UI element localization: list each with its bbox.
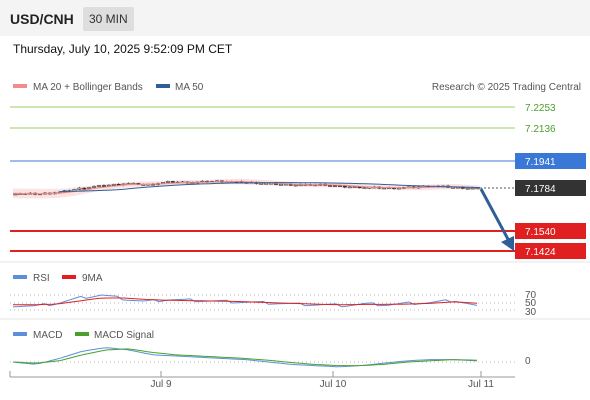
pair-title: USD/CNH (10, 11, 74, 27)
legend-rsi-label: RSI (33, 273, 50, 284)
current-price-line: 7.1784 (480, 180, 586, 196)
candle-body (82, 187, 87, 190)
candle-body (347, 186, 352, 189)
support-label-1: 7.1540 (525, 227, 556, 238)
interval-button[interactable]: 30 MIN (83, 7, 134, 31)
support-tag-1 (515, 223, 586, 239)
rsi-line (12, 294, 478, 308)
legend-swatch-ma50 (156, 84, 170, 88)
candle-body (13, 193, 18, 196)
ma50-line (59, 182, 481, 193)
legend-swatch-rsi (13, 275, 27, 279)
candle-body (328, 185, 333, 187)
candle-body (259, 183, 264, 185)
macd-line (12, 347, 478, 368)
pivot-tag (515, 153, 586, 169)
rsi-tick-70: 70 (525, 290, 537, 301)
rsi-tick-50: 50 (525, 298, 537, 309)
legend-ma20: MA 20 + Bollinger Bands (33, 82, 143, 93)
legend-swatch-ma20 (13, 84, 27, 88)
candle-body (470, 187, 475, 190)
candle-body (111, 183, 116, 186)
candle-body (332, 185, 338, 187)
candle-body (92, 186, 97, 188)
pivot-line: 7.1941 (10, 153, 586, 169)
legend-swatch-macd (13, 332, 27, 336)
legend-macd-label: MACD (33, 330, 62, 341)
legend-rsi: RSI 9MA (13, 273, 103, 284)
candle-body (87, 187, 92, 189)
support-label-2: 7.1424 (525, 247, 556, 258)
candle-body (293, 184, 298, 187)
candle-body (190, 182, 195, 185)
forecast-arrow (479, 188, 514, 251)
candle-body (465, 187, 470, 190)
rsi-tick-30: 30 (525, 307, 537, 318)
candle-body (264, 182, 269, 185)
resistance-label-2: 7.2136 (525, 124, 556, 135)
candle-body (362, 187, 367, 189)
resistance-line-1: 7.2253 (10, 103, 556, 114)
support-tag-2 (515, 243, 586, 259)
support-line-1: 7.1540 (10, 223, 586, 239)
candle-body (165, 181, 170, 183)
legend-ma50: MA 50 (175, 82, 204, 93)
macd-signal-line (12, 348, 478, 367)
legend-macd: MACD MACD Signal (13, 330, 154, 341)
legend-swatch-macd-signal (75, 332, 89, 336)
resistance-line-2: 7.2136 (10, 124, 556, 135)
legend-main: MA 20 + Bollinger Bands MA 50 Research ©… (13, 82, 581, 93)
current-price-label: 7.1784 (525, 184, 556, 195)
candle-body (278, 184, 283, 186)
support-line-2: 7.1424 (10, 243, 586, 259)
candle-body (352, 186, 357, 188)
rsi-ma-line (13, 297, 478, 306)
x-tick-label: Jul 9 (150, 379, 172, 390)
pivot-label: 7.1941 (525, 157, 556, 168)
legend-swatch-rsi-ma (62, 275, 76, 279)
macd-tick-0: 0 (525, 356, 531, 367)
legend-rsi-ma-label: 9MA (82, 273, 103, 284)
resistance-label-1: 7.2253 (525, 103, 556, 114)
ma20-line (12, 181, 481, 195)
candle-body (97, 185, 102, 187)
candle-body (72, 189, 77, 192)
chart-datetime: Thursday, July 10, 2025 9:52:09 PM CET (13, 42, 233, 56)
candle-body (77, 187, 82, 190)
x-axis: Jul 9 Jul 10 Jul 11 (9, 371, 494, 390)
credit-text: Research © 2025 Trading Central (432, 82, 581, 93)
x-tick-label: Jul 11 (468, 379, 494, 390)
legend-macd-signal-label: MACD Signal (94, 330, 154, 341)
candle-body (170, 181, 175, 183)
candle-body (101, 185, 106, 187)
candle-body (382, 187, 387, 190)
x-tick-label: Jul 10 (320, 379, 347, 390)
chart-header: USD/CNH 30 MIN (0, 0, 590, 36)
current-price-tag (515, 180, 586, 196)
